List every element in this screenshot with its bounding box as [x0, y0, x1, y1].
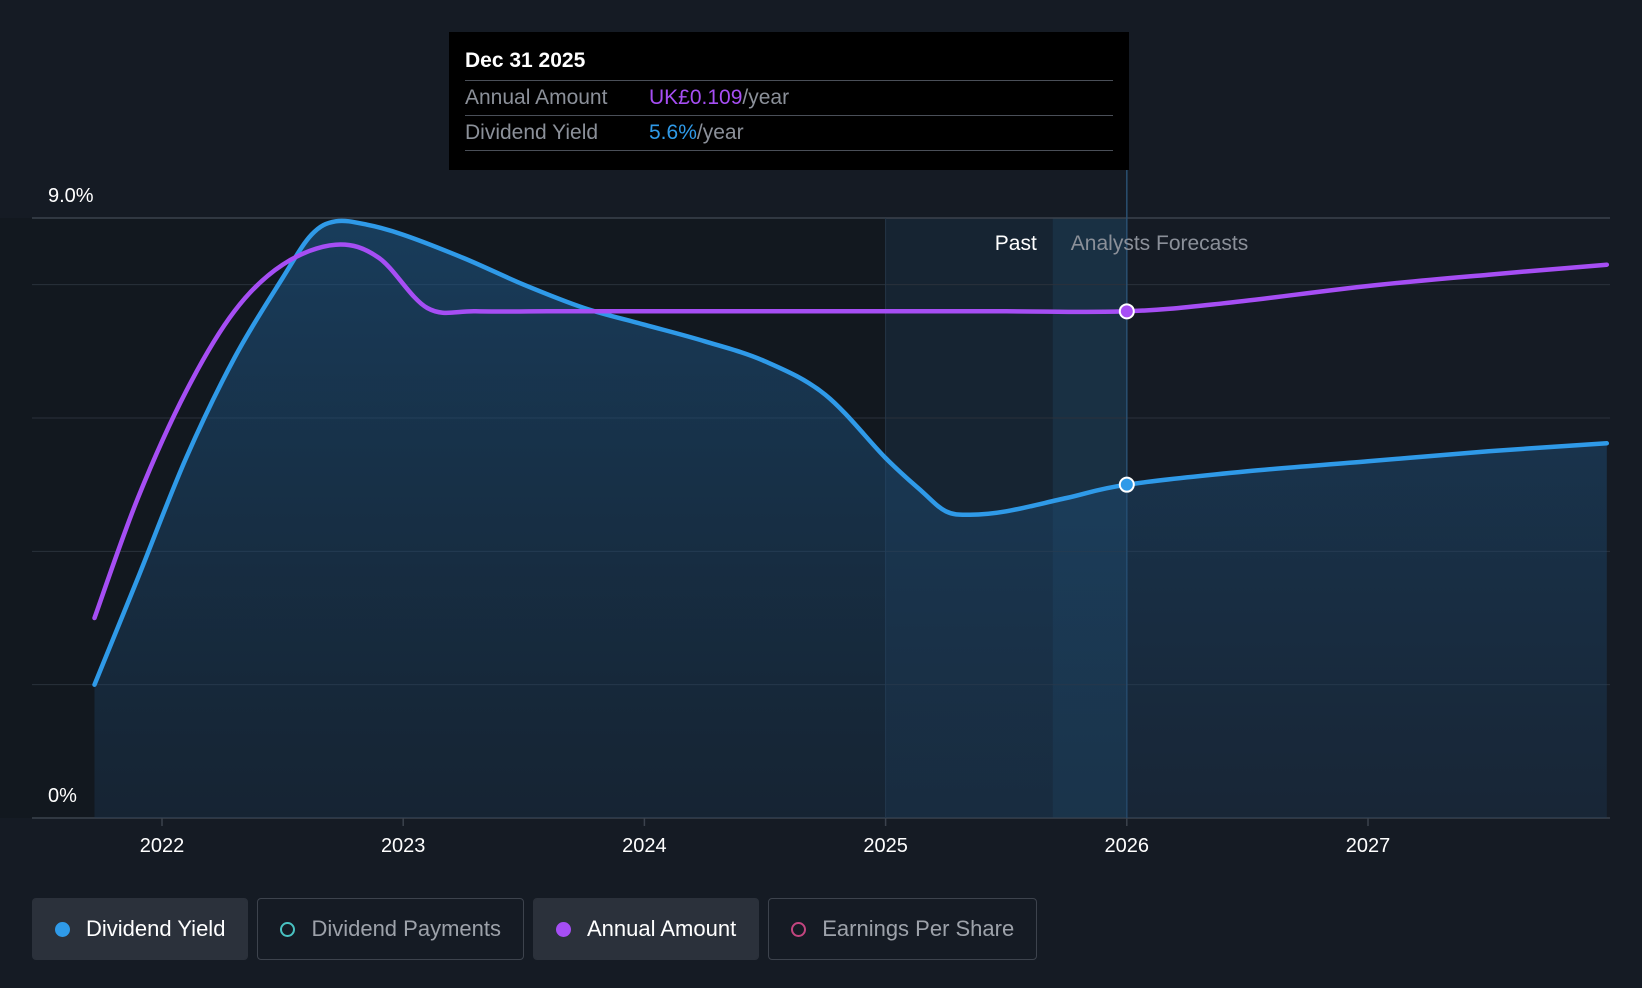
x-tick-label: 2022 [140, 835, 185, 857]
legend-label: Dividend Yield [86, 916, 226, 941]
dividend-yield-area [94, 220, 1607, 818]
dividend-yield-hover-point [1118, 476, 1135, 493]
past-label: Past [995, 232, 1037, 255]
tooltip-label: Annual Amount [465, 86, 608, 109]
legend-dividend-payments-button[interactable]: Dividend Payments [257, 898, 524, 960]
x-tick-label: 2024 [622, 835, 667, 857]
annual-amount-line [92, 242, 1610, 621]
dividend-yield-line [92, 218, 1610, 687]
y-tick-label: 9.0% [48, 185, 94, 207]
tooltip-value: UK£0.109 [649, 86, 743, 109]
filled-circle-icon [555, 921, 571, 937]
dividend-chart: 9.0% 0% 2022 2023 2024 2025 2026 2027 Past Analys… [32, 32, 1610, 857]
annual-amount-hover-point [1118, 303, 1135, 320]
tooltip-label: Dividend Yield [465, 121, 599, 144]
y-tick-label: 0% [48, 785, 77, 807]
forecast-label: Analysts Forecasts [1071, 232, 1248, 255]
tooltip-value: 5.6% [649, 121, 697, 144]
x-tick-label: 2027 [1346, 835, 1391, 857]
hollow-circle-icon [280, 921, 296, 937]
tooltip-row-annual-amount: Annual Amount UK£0.109/year [465, 81, 1113, 116]
chart-legend: Dividend Yield Dividend Payments Annual … [32, 898, 1038, 960]
legend-label: Annual Amount [586, 916, 737, 941]
legend-earnings-per-share-button[interactable]: Earnings Per Share [768, 898, 1038, 960]
chart-tooltip: Dec 31 2025 Annual Amount UK£0.109/year … [449, 32, 1129, 170]
x-tick-label: 2025 [863, 835, 908, 857]
legend-label: Earnings Per Share [822, 916, 1015, 941]
tooltip-unit: /year [742, 86, 790, 109]
tooltip-date: Dec 31 2025 [465, 46, 1113, 81]
chart-svg: 9.0% 0% 2022 2023 2024 2025 2026 2027 Past Analys… [32, 170, 1610, 857]
filled-circle-icon [55, 921, 70, 937]
legend-dividend-yield-button[interactable]: Dividend Yield [32, 898, 249, 960]
tooltip-row-dividend-yield: Dividend Yield 5.6%/year [465, 116, 1113, 151]
legend-label: Dividend Payments [311, 916, 501, 941]
legend-annual-amount-button[interactable]: Annual Amount [532, 898, 760, 960]
tooltip-unit: /year [696, 121, 744, 144]
x-tick-label: 2023 [381, 835, 426, 857]
x-tick-label: 2026 [1105, 835, 1150, 857]
hollow-circle-icon [791, 921, 807, 937]
